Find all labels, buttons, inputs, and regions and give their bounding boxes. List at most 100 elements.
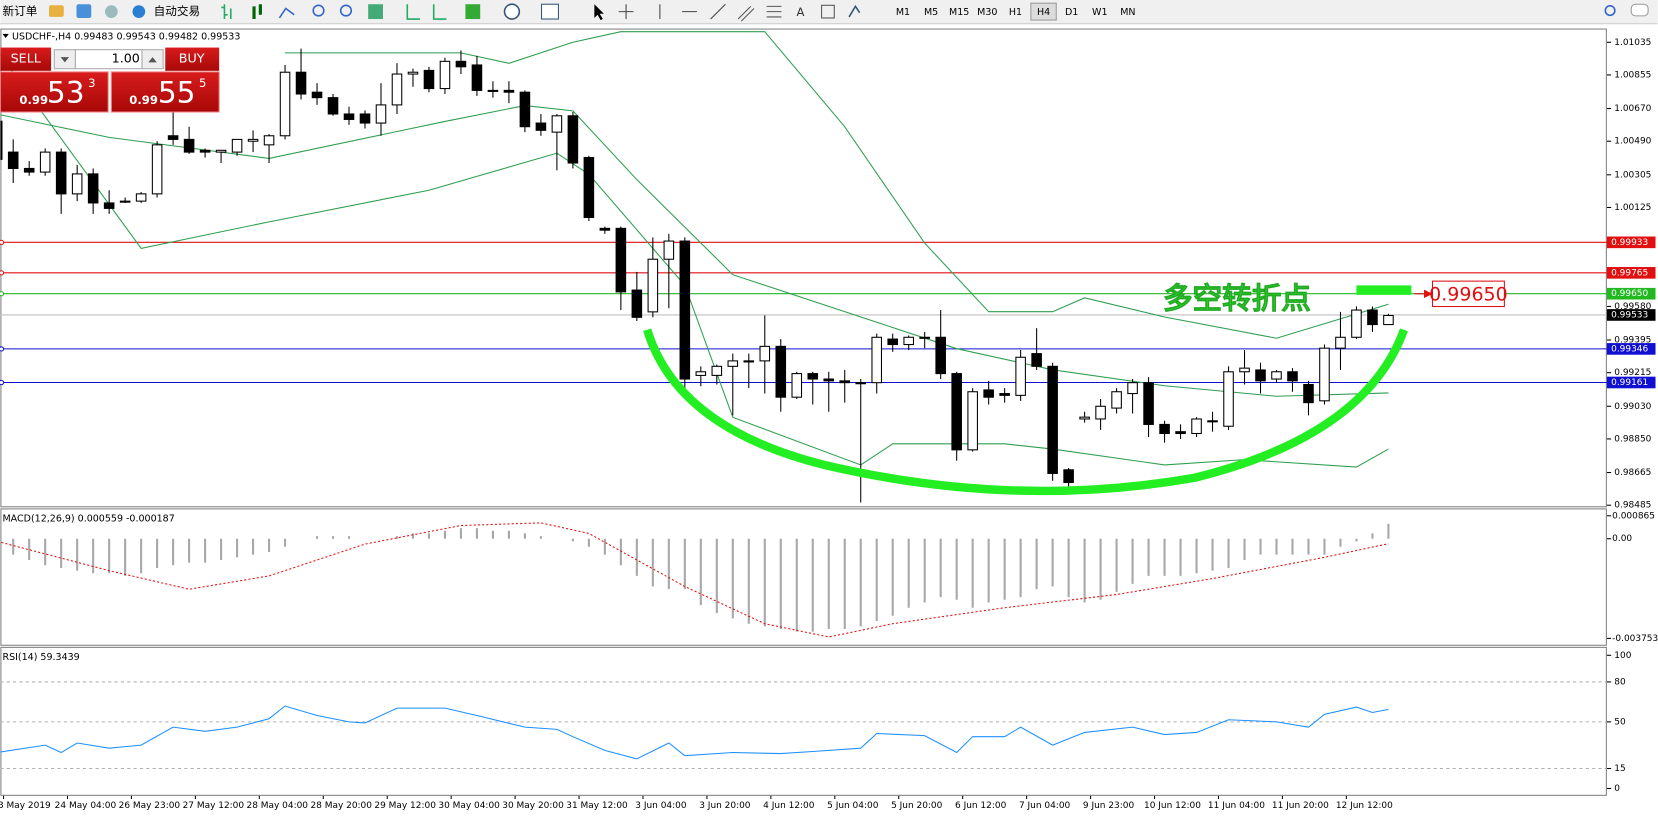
timeframe-button[interactable]: MN <box>1120 7 1135 18</box>
x-tick-label: 30 May 20:00 <box>502 801 564 811</box>
candle-body <box>887 338 898 346</box>
icon-shift[interactable] <box>432 4 447 20</box>
icon-data[interactable] <box>76 4 92 18</box>
sell-price-big: 0.99 <box>19 93 48 107</box>
candle-body <box>999 393 1010 396</box>
icon-zoom-in[interactable] <box>312 4 325 17</box>
buy-price-box[interactable] <box>110 71 220 113</box>
timeframe-button[interactable]: D1 <box>1065 7 1078 18</box>
icon-signals[interactable] <box>105 5 118 18</box>
icon-chat[interactable] <box>1630 3 1649 17</box>
collapse-icon[interactable] <box>2 33 9 39</box>
sell-button[interactable] <box>0 47 52 71</box>
auto-trading-button[interactable]: 自动交易 <box>154 4 200 18</box>
arc-drawing <box>643 328 1408 496</box>
macd-tick-label: 0.00 <box>1612 534 1632 544</box>
icon-text-label[interactable] <box>821 4 835 19</box>
candle-body <box>503 89 515 93</box>
icon-crosshair[interactable] <box>618 4 634 20</box>
candle-body <box>775 345 787 398</box>
icon-line-chart[interactable] <box>278 7 295 19</box>
marker-bar <box>1356 285 1412 295</box>
icon-channels[interactable] <box>737 5 782 22</box>
buy-button[interactable] <box>165 47 220 71</box>
icon-auto-trading[interactable] <box>132 5 146 18</box>
candle-body <box>359 113 371 124</box>
timeframe-button[interactable]: W1 <box>1092 7 1107 18</box>
icon-arrows[interactable] <box>848 4 861 18</box>
level-label: 0.99933 <box>1611 238 1648 248</box>
sell-label[interactable]: SELL <box>11 51 41 66</box>
toolbar-bg <box>0 0 1658 24</box>
one-click-panel: SELL 1.00 BUY 0.99 53 3 0.99 55 5 <box>0 47 220 113</box>
icon-bar-chart[interactable] <box>221 4 232 20</box>
x-tick-label: 27 May 12:00 <box>183 801 245 811</box>
level-anchor <box>0 291 5 297</box>
candle-body <box>167 135 179 140</box>
level-anchor <box>0 379 5 386</box>
level-anchor <box>0 239 5 245</box>
candle-body <box>1255 369 1266 382</box>
annotation-text: 多空转折点 <box>1163 282 1311 316</box>
icon-templates[interactable] <box>540 3 559 20</box>
timeframe-active <box>1030 2 1057 21</box>
candle-body <box>183 138 195 153</box>
bid-label: 0.99533 <box>1611 310 1648 320</box>
icon-periods[interactable] <box>503 3 521 20</box>
candle-body <box>199 149 211 153</box>
text-tool[interactable]: A <box>796 5 804 19</box>
candle-body <box>567 115 579 164</box>
candle-body <box>311 91 323 99</box>
candle-body <box>823 378 835 382</box>
candle-body <box>407 71 419 75</box>
lots-down-arrow <box>60 57 70 63</box>
new-order-button[interactable]: 新订单 <box>2 4 37 18</box>
timeframe-group: M1 M5 M15 M30 H1 H4 D1 W1 MN <box>896 2 1136 21</box>
icon-indicators[interactable] <box>465 4 481 20</box>
candle-body <box>1095 405 1106 420</box>
y-tick-label: 0.99395 <box>1614 336 1651 346</box>
rsi-tick-label: 0 <box>1614 784 1620 794</box>
icon-lines[interactable] <box>659 3 726 20</box>
icon-folder[interactable] <box>48 5 64 17</box>
candle-body <box>55 151 67 195</box>
icon-cursor[interactable] <box>594 4 604 21</box>
price-axis: 1.01035 1.00855 1.00670 1.00490 1.00305 1.001… <box>1606 38 1658 794</box>
icon-candles[interactable] <box>252 4 262 20</box>
icon-tile[interactable] <box>368 4 383 20</box>
macd-signal <box>0 522 1389 638</box>
buy-price-big: 0.99 <box>129 93 158 107</box>
icon-search[interactable] <box>1604 5 1616 17</box>
icon-zoom-out[interactable] <box>339 4 353 17</box>
candle-body <box>647 258 659 313</box>
timeframe-button[interactable]: M5 <box>924 7 938 18</box>
candle-body <box>71 173 83 195</box>
level-label-bg <box>1606 376 1656 389</box>
timeframe-button[interactable]: H4 <box>1037 7 1050 18</box>
timeframe-button[interactable]: M15 <box>949 7 969 18</box>
level-label: 0.99346 <box>1611 344 1648 354</box>
timeframe-button[interactable]: M1 <box>896 7 910 18</box>
level-label-bg <box>1606 236 1656 249</box>
timeframe-button[interactable]: M30 <box>977 7 997 18</box>
y-tick-label: 0.98850 <box>1614 434 1651 444</box>
y-tick-label: 1.00490 <box>1614 137 1651 147</box>
y-tick-label: 0.98665 <box>1614 468 1651 478</box>
candle-body <box>535 122 547 131</box>
buy-label[interactable]: BUY <box>179 51 205 66</box>
level-label-bg <box>1606 343 1656 355</box>
buy-price-pips: 55 <box>158 76 196 110</box>
rsi-tick-label: 100 <box>1614 651 1631 661</box>
annotation-box <box>1431 280 1505 308</box>
timeframe-button[interactable]: H1 <box>1009 7 1022 18</box>
level-label: 0.99161 <box>1611 378 1648 388</box>
x-tick-label: 28 May 04:00 <box>247 801 309 811</box>
icon-autoscroll[interactable] <box>406 4 420 20</box>
y-tick-label: 0.99580 <box>1614 302 1651 312</box>
lots-value[interactable]: 1.00 <box>112 51 140 66</box>
candle-body <box>327 97 339 115</box>
sell-price-box[interactable] <box>0 71 109 113</box>
bollinger-band <box>0 54 1389 468</box>
candle-body <box>1175 431 1186 435</box>
candle-body <box>1079 416 1090 420</box>
